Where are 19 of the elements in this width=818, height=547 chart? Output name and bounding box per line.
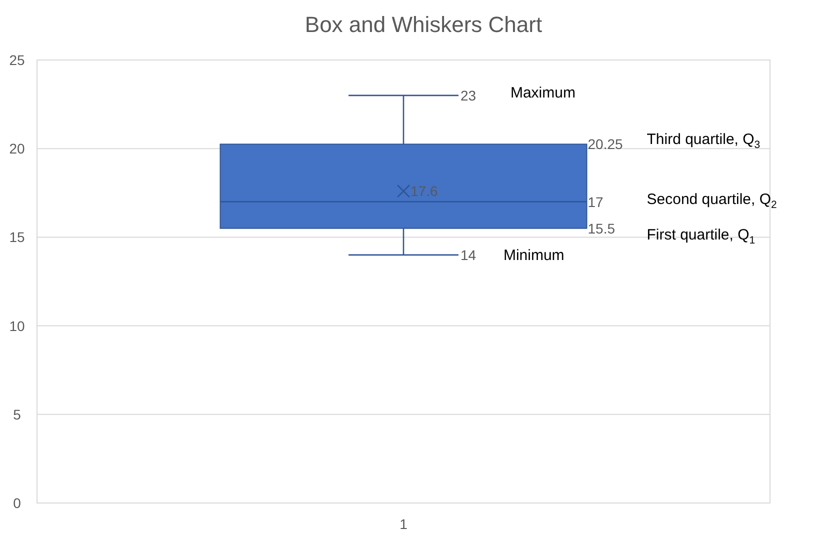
y-tick-label: 20	[9, 140, 25, 157]
annotation: Minimum	[503, 246, 564, 264]
annotation: 15.5	[588, 220, 616, 236]
annotation: First quartile, Q$_{1}$	[646, 226, 756, 246]
annotation: 23	[460, 87, 476, 104]
annotation: Third quartile, Q$_{3}$	[646, 130, 760, 152]
y-tick-label: 10	[9, 318, 25, 334]
annotation: 20.25	[588, 136, 623, 152]
annotation: 17	[588, 194, 604, 210]
annotation: 17.6	[410, 183, 438, 200]
x-tick-label: 1	[400, 516, 408, 532]
chart-title: Box and Whiskers Chart	[304, 12, 542, 37]
annotation: Second quartile, Q$_{2}$	[646, 190, 777, 211]
annotation: 14	[460, 246, 476, 263]
y-tick-label: 5	[13, 406, 22, 422]
y-tick-label: 15	[9, 229, 25, 246]
annotation: Maximum	[510, 84, 576, 101]
y-tick-label: 25	[9, 52, 25, 68]
y-tick-label: 0	[13, 495, 22, 511]
